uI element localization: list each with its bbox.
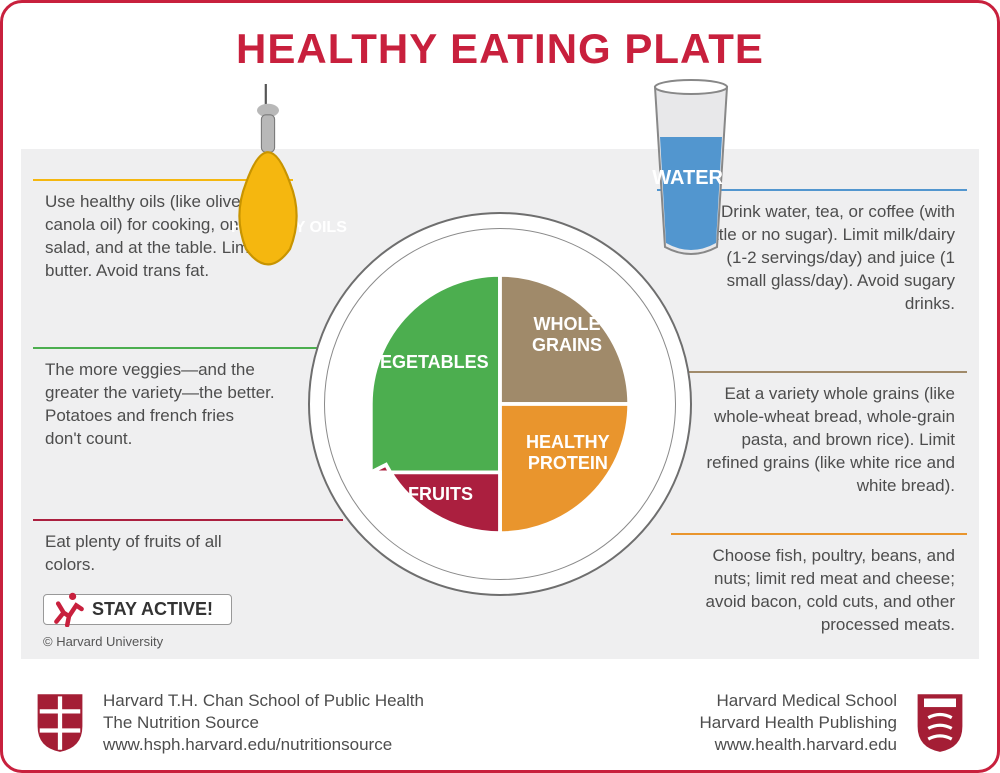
vegetables-text: The more veggies—and the greater the var… — [45, 359, 275, 451]
prot-rule — [671, 533, 967, 535]
grain-rule — [685, 371, 967, 373]
harvard-shield-right-icon — [913, 690, 967, 754]
content-area: Use healthy oils (like olive and canola … — [21, 149, 979, 659]
footer-left-l1: Harvard T.H. Chan School of Public Healt… — [103, 690, 424, 712]
grains-text: Eat a variety whole grains (like whole-w… — [705, 383, 955, 498]
footer-right-l3: www.health.harvard.edu — [700, 734, 898, 756]
main-title: HEALTHY EATING PLATE — [3, 25, 997, 73]
infographic-frame: HEALTHY EATING PLATE Use healthy oils (l… — [0, 0, 1000, 773]
fruits-text: Eat plenty of fruits of all colors. — [45, 531, 275, 577]
protein-text: Choose fish, poultry, beans, and nuts; l… — [705, 545, 955, 637]
oil-bottle-icon — [213, 83, 323, 283]
footer-right-l2: Harvard Health Publishing — [700, 712, 898, 734]
label-grains: WHOLE GRAINS — [532, 314, 602, 355]
water-label: WATER — [652, 167, 723, 190]
stay-active-badge: STAY ACTIVE! — [43, 594, 232, 625]
footer-left-l3: www.hsph.harvard.edu/nutritionsource — [103, 734, 424, 756]
water-text: Drink water, tea, or coffee (with little… — [705, 201, 955, 316]
footer-right: Harvard Medical School Harvard Health Pu… — [700, 690, 898, 756]
runner-icon — [50, 591, 88, 627]
label-vegetables: VEGETABLES — [368, 352, 489, 373]
veg-rule — [33, 347, 331, 349]
harvard-shield-left-icon — [33, 690, 87, 754]
stay-active-text: STAY ACTIVE! — [92, 599, 213, 619]
footer-left-l2: The Nutrition Source — [103, 712, 424, 734]
footer-left: Harvard T.H. Chan School of Public Healt… — [103, 690, 424, 756]
label-protein: HEALTHY PROTEIN — [526, 432, 610, 473]
copyright: © Harvard University — [43, 634, 163, 649]
plate: VEGETABLES WHOLE GRAINS HEALTHY PROTEIN … — [308, 212, 692, 596]
label-fruits: FRUITS — [408, 484, 473, 505]
seg-vegetables — [371, 275, 500, 473]
footer-right-l1: Harvard Medical School — [700, 690, 898, 712]
fruit-rule — [33, 519, 343, 521]
